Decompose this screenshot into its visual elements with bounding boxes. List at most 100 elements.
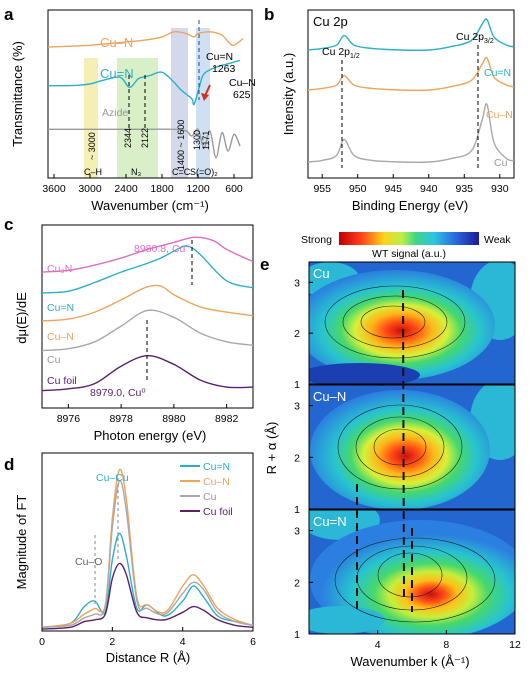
legend-d: Cu=N Cu–N Cu Cu foil bbox=[180, 461, 233, 518]
label-a-1400: 1400 ~ 1600 bbox=[176, 120, 186, 170]
xtick-label: 6 bbox=[250, 636, 256, 648]
xtick-label: 8978 bbox=[109, 413, 133, 425]
series-c-cu3n bbox=[41, 236, 254, 273]
panel-d: d Cu–Cu Cu–O Cu=N Cu–N Cu Cu foil 0 2 4 6 D… bbox=[4, 452, 256, 665]
panel-c: c 8980.8, Cu⁺ 8979.0, Cu⁰ Cu₃N Cu=N Cu–N… bbox=[4, 215, 254, 443]
frame-e3 bbox=[308, 509, 516, 635]
label-a-1300: 1300 bbox=[192, 130, 202, 150]
label-a-ch: C–H bbox=[84, 167, 102, 177]
label-a-cu-eq-n: Cu=N bbox=[100, 66, 134, 81]
band-cc bbox=[171, 28, 188, 178]
label-a-n3: N₃ bbox=[131, 167, 141, 177]
series-c-cu bbox=[41, 309, 254, 352]
label-c-cu-eq-n: Cu=N bbox=[47, 302, 74, 314]
series-b-cu bbox=[307, 103, 515, 163]
label-a-2122: 2122 bbox=[140, 128, 150, 148]
plot-frame-d bbox=[41, 452, 254, 632]
legend-label-cu-foil: Cu foil bbox=[203, 506, 233, 518]
xtick-label: 12 bbox=[509, 639, 521, 651]
series-a-azide bbox=[47, 128, 241, 159]
label-c-cu3n: Cu₃N bbox=[47, 263, 72, 275]
label-b-cu: Cu bbox=[494, 157, 508, 169]
label-b-cu-n: Cu–N bbox=[486, 109, 513, 121]
xtick-label: 940 bbox=[420, 183, 438, 195]
panel-letter-c: c bbox=[4, 215, 13, 234]
ytick-label: 1 bbox=[294, 379, 300, 391]
label-a-1263-name: Cu=N bbox=[206, 51, 233, 63]
ylabel-c: dμ(E)/dE bbox=[14, 292, 29, 344]
label-d-cu-cu: Cu–Cu bbox=[96, 472, 129, 484]
ytick-label: 2 bbox=[294, 328, 300, 340]
plot-frame-c bbox=[41, 224, 254, 409]
label-a-1263: 1263 bbox=[212, 63, 236, 75]
series-a-cu-n bbox=[47, 30, 244, 48]
xtick-label: 3000 bbox=[78, 183, 102, 195]
xlabel-b: Binding Energy (eV) bbox=[352, 198, 468, 213]
series-d-cu bbox=[41, 480, 254, 628]
series-c-cu-n bbox=[41, 284, 254, 322]
ytick-label: 3 bbox=[294, 401, 300, 413]
arrowhead-1263 bbox=[201, 93, 209, 101]
label-a-1171: 1171 bbox=[201, 131, 211, 150]
xtick-label: 1200 bbox=[186, 183, 210, 195]
xlabel-a: Wavenumber (cm⁻¹) bbox=[91, 198, 209, 213]
xtick-label: 8982 bbox=[215, 413, 239, 425]
label-a-cc: C=C bbox=[172, 167, 191, 177]
legend-label-cu-n: Cu–N bbox=[203, 476, 230, 488]
legend-label-cu-eq-n: Cu=N bbox=[203, 461, 230, 473]
frame-e2 bbox=[308, 384, 516, 510]
series-d-cu-n bbox=[41, 468, 254, 628]
ytick-label: 2 bbox=[294, 452, 300, 464]
label-d-cu-o: Cu–O bbox=[75, 556, 102, 568]
ytick-label: 1 bbox=[294, 504, 300, 516]
plot-frame-b bbox=[307, 9, 515, 179]
label-b-cu-eq-n: Cu=N bbox=[484, 67, 511, 79]
label-a-3000: ~ 3000 bbox=[87, 132, 97, 160]
xlabel-e: Wavenumber k (Å⁻¹) bbox=[350, 654, 469, 669]
label-a-cu-n: Cu–N bbox=[100, 35, 133, 50]
xtick-label: 3600 bbox=[42, 183, 66, 195]
colorbar-weak: Weak bbox=[484, 234, 511, 246]
label-e-cu-eq-n: Cu=N bbox=[313, 514, 347, 529]
colorbar bbox=[339, 232, 479, 245]
panel-letter-d: d bbox=[4, 455, 14, 474]
series-a-cu-n bbox=[47, 59, 241, 106]
frame-e1 bbox=[308, 261, 516, 385]
series-d-cu-foil bbox=[41, 562, 254, 630]
label-a-azide: Azide bbox=[102, 107, 128, 119]
ytick-label: 3 bbox=[294, 277, 300, 289]
title-b: Cu 2p bbox=[313, 14, 348, 29]
xtick-label: 600 bbox=[225, 183, 243, 195]
panel-b: b Cu 2p Cu 2p1/2 Cu 2p3/2 Cu=N Cu–N Cu 9… bbox=[264, 5, 515, 213]
label-b-2p32: Cu 2p3/2 bbox=[456, 31, 494, 45]
band-ch bbox=[84, 58, 98, 178]
series-c-cu-n bbox=[41, 245, 254, 294]
series-b-cu-n bbox=[307, 18, 515, 51]
ylabel-a: Transmittance (%) bbox=[10, 41, 25, 147]
xtick-label: 4 bbox=[180, 636, 186, 648]
panel-letter-e: e bbox=[260, 255, 269, 274]
series-d-cu-n bbox=[41, 532, 254, 628]
ytick-label: 2 bbox=[294, 577, 300, 589]
label-e-cu: Cu bbox=[313, 266, 330, 281]
colorbar-title: WT signal (a.u.) bbox=[372, 248, 446, 260]
label-c-cu0: 8979.0, Cu⁰ bbox=[90, 387, 146, 399]
panel-letter-a: a bbox=[4, 5, 14, 24]
xtick-label: 945 bbox=[384, 183, 402, 195]
panel-a: a Cu–N Cu=N Azide Cu=N 1263 Cu–N 625 ~ 3… bbox=[4, 5, 256, 213]
label-c-cu-foil: Cu foil bbox=[47, 375, 77, 387]
label-c-cu-n: Cu–N bbox=[47, 331, 74, 343]
ytick-label: 1 bbox=[294, 629, 300, 641]
plot-frame-a bbox=[47, 9, 253, 179]
xtick-label: 1800 bbox=[150, 183, 174, 195]
legend-label-cu: Cu bbox=[203, 491, 217, 503]
label-b-2p12: Cu 2p1/2 bbox=[322, 46, 360, 60]
xtick-label: 4 bbox=[375, 639, 381, 651]
xtick-label: 2 bbox=[109, 636, 115, 648]
xtick-label: 955 bbox=[313, 183, 331, 195]
label-a-625-name: Cu–N bbox=[229, 77, 256, 89]
xtick-label: 935 bbox=[456, 183, 474, 195]
ylabel-e: R + α (Å) bbox=[264, 422, 279, 475]
label-a-625: 625 bbox=[233, 89, 251, 101]
